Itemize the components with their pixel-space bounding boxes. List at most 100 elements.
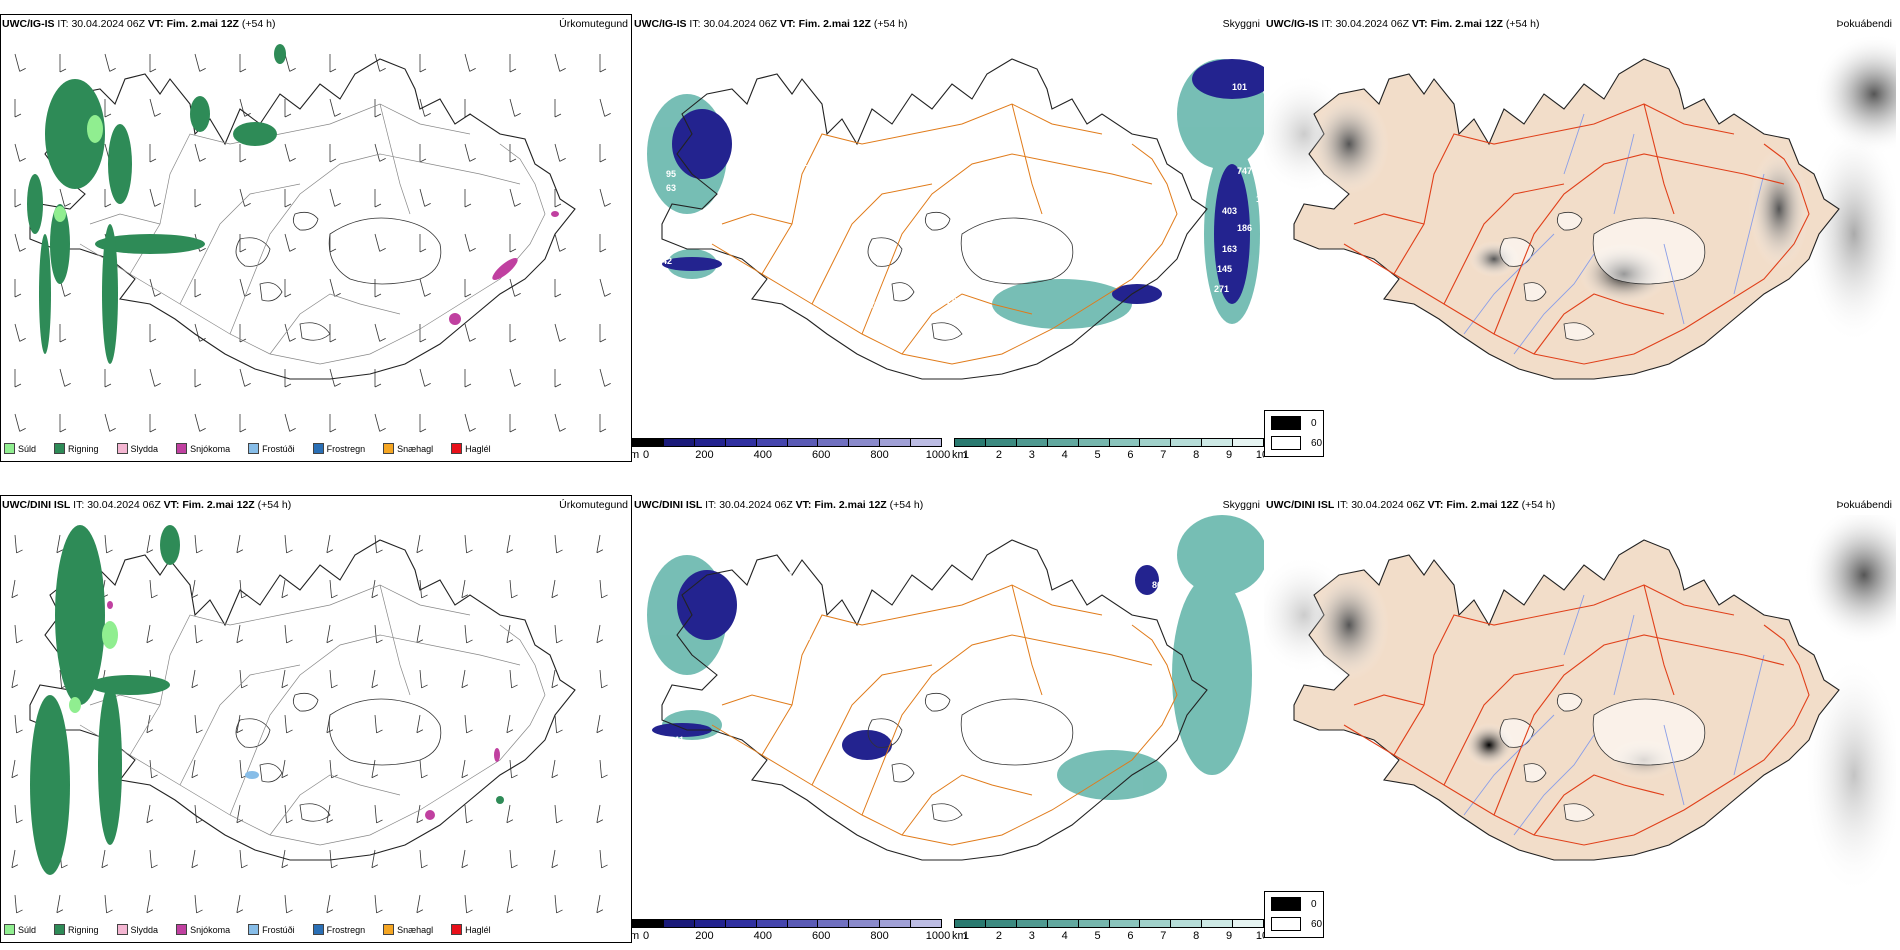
colorbar-cell [1140,920,1172,927]
legend-swatch [312,924,324,935]
wind-barb [11,579,16,598]
wind-barb [326,624,331,643]
wind-barb-flag [284,293,292,298]
wind-barb-flag [289,158,296,162]
wind-barb-flag [424,293,431,297]
wind-barb [419,759,422,778]
colorbar-tick: 4 [1061,449,1068,461]
wind-barb-flag [284,203,292,208]
colorbar-cell [880,920,912,927]
precip-area-snow [107,601,500,820]
wind-barb-flag [416,549,424,554]
wind-barb-flag [104,113,112,118]
colorbar-cell [880,439,912,446]
wind-barb-flag [244,293,251,297]
wind-barb [104,413,111,432]
wind-barb [371,849,376,868]
panel-type-label: Úrkomutegund [559,18,628,30]
wind-barb [146,624,151,643]
panel-type-label: Úrkomutegund [559,499,628,511]
wind-barb [14,624,17,643]
wind-barb [464,624,467,643]
wind-barb [326,534,331,553]
wind-barb [374,624,377,643]
wind-barb [464,534,467,553]
wind-barb-flag [199,428,206,432]
visibility-label: 106 [922,278,937,288]
fog-legend-swatch [1271,416,1301,430]
colorbar-cell [633,920,664,927]
wind-barb-flag [559,158,566,162]
legend-item: Súld [4,924,48,935]
legend-label: Haglél [465,924,491,935]
wind-barb-flag [506,909,514,914]
wind-barb [236,624,241,643]
wind-barb-flag [416,909,424,914]
colorbar-cell [911,920,942,927]
wind-barb-flag [16,729,23,734]
legend-swatch [4,443,15,454]
visibility-label: 118 [767,567,782,577]
wind-barb [146,804,151,823]
wind-barb-flag [244,203,251,207]
wind-barb-flag [559,68,566,72]
wind-barb [506,894,511,913]
colorbar-cell [1171,920,1203,927]
wind-barb [329,278,336,297]
wind-barb-flag [424,383,431,387]
colorbar-cell [725,920,757,927]
wind-barb-flag [419,248,427,253]
low-visibility-teal [647,59,1264,329]
wind-barb [281,669,286,688]
colorbar-cell [1109,439,1141,446]
legend-swatch [312,443,324,454]
wind-barb [464,143,471,162]
wind-barb [194,323,201,342]
wind-barb-flag [469,68,476,72]
wind-barb-flag [146,549,154,554]
wind-barb [149,759,152,778]
wind-barb-flag [11,684,19,689]
wind-barb-flag [289,248,296,252]
colorbar-tick: 2 [995,449,1002,461]
colorbar-cell [787,920,819,927]
wind-barb [554,413,561,432]
fog-legend-label: 0 [1311,417,1317,429]
wind-barb-flag [599,428,607,433]
wind-barb-flag [514,203,521,207]
fog-area [1814,34,1896,154]
wind-barb-flag [146,819,154,824]
wind-barb-flag [376,909,383,914]
precip-area-rain [27,44,286,364]
fog-legend-item: 60 [1271,436,1322,450]
wind-barb [284,534,287,553]
legend-label: Snjókoma [190,443,231,454]
precip-type-panel-top: UWC/IG-IS IT: 30.04.2024 06Z VT: Fim. 2.… [0,12,632,462]
panel-title: UWC/IG-IS IT: 30.04.2024 06Z VT: Fim. 2.… [1266,18,1540,30]
colorbar-cell [1016,439,1048,446]
wind-barb [239,278,246,297]
wind-barb [374,894,377,913]
visibility-label: 403 [1222,206,1237,216]
legend-swatch [248,443,260,454]
legend-item: Súld [4,443,48,454]
wind-barb-flag [464,203,472,208]
wind-barb [329,849,332,868]
panel-type-label: Þokuábendi [1836,18,1892,30]
visibility-label: 202 [947,296,962,306]
legend-item: Frostúði [248,924,307,935]
wind-barb-flag [556,819,563,824]
wind-barb-flag [421,684,428,689]
wind-barb [239,579,242,598]
wind-barb-flag [106,549,113,554]
wind-barb [509,669,512,688]
wind-barb-flag [469,428,476,432]
colorbar-tick: 600 [812,449,831,461]
wind-barb-flag [149,158,157,163]
colorbar-cell [1109,920,1141,927]
panel-type-label: Þokuábendi [1836,499,1892,511]
wind-barb [11,669,16,688]
wind-barb-flag [149,338,157,343]
colorbar-tick: 10 [1255,449,1264,461]
